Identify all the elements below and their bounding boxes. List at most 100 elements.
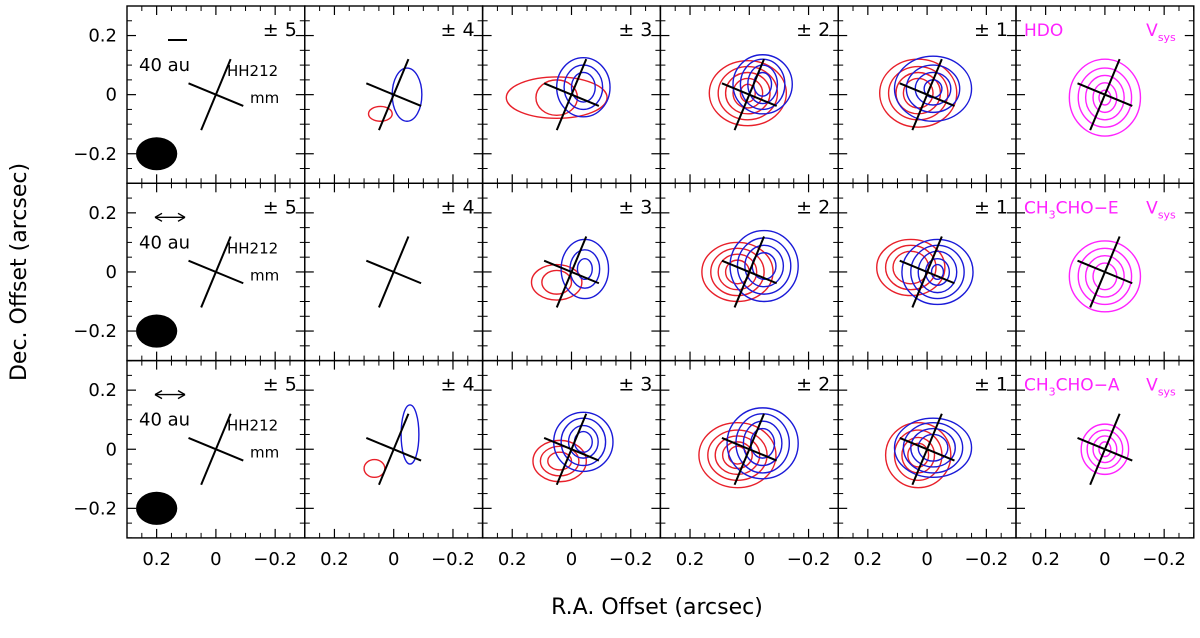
scale-arrow-head-left [154, 389, 163, 400]
source-label-name: HH212 [227, 417, 278, 435]
x-tick-label: −0.2 [787, 549, 831, 570]
contour-red-r1-c2-0-0 [530, 263, 583, 301]
x-tick-label: 0.2 [142, 549, 171, 570]
disk-axis-line [899, 437, 955, 462]
x-tick-label: −0.2 [609, 549, 653, 570]
disk-axis-line [1077, 82, 1133, 107]
disk-axis-line [188, 259, 244, 285]
molecule-subscript: 3 [1049, 208, 1056, 221]
contour-blue-r2-c3-0-2 [742, 420, 783, 467]
molecule-part: CHO−E [1056, 198, 1119, 218]
disk-axis-line [899, 82, 955, 107]
contour-blue-r0-c4-0-1 [905, 64, 961, 114]
velocity-label: ± 2 [796, 19, 830, 41]
contour-mag-r0-c5-0-2 [1084, 74, 1125, 121]
contour-mag-r2-c5-0-0 [1080, 423, 1130, 476]
panel-r1-c0: ± 5 40 au HH212 mm [126, 182, 306, 362]
disk-axis-line [721, 437, 778, 462]
velocity-label: ± 3 [618, 196, 652, 218]
x-tick-label: 0 [566, 549, 577, 570]
contour-red-r0-c4-0-1 [887, 65, 949, 121]
contour-red-r2-c4-0-3 [907, 442, 930, 468]
panels-layer: ± 5 40 au HH212 mm 0.2 0 −0.2 ± 4 ± 3 ± 2 ± 1 HDO Vs… [73, 5, 1195, 570]
contour-blue-r2-c1-0-0 [400, 404, 420, 465]
x-tick-label: 0.2 [498, 549, 527, 570]
contour-mag-r2-c5-0-3 [1098, 441, 1112, 458]
disk-axis-line [721, 259, 778, 285]
panel-r2-c0: ± 5 40 au HH212 mm [126, 359, 306, 539]
contour-blue-r0-c3-0-0 [732, 54, 793, 115]
molecule-part: CHO−A [1056, 376, 1120, 396]
contour-blue-r0-c2-0-1 [563, 64, 604, 111]
contour-red-r1-c3-0-2 [717, 253, 758, 291]
contour-blue-r0-c3-0-1 [739, 58, 786, 111]
x-tick-label: −0.2 [253, 549, 297, 570]
panel-r2-c4: ± 1 [837, 359, 1017, 539]
molecule-label: HDO [1024, 21, 1063, 41]
vsys-subscript: sys [1158, 386, 1176, 399]
disk-axis-line [721, 82, 778, 107]
source-label-name: HH212 [227, 62, 278, 80]
contour-mag-r2-c5-0-1 [1086, 429, 1124, 470]
contour-red-r0-c3-0-2 [724, 71, 771, 115]
contour-mag-r1-c5-0-2 [1084, 254, 1125, 298]
y-tick-label: 0.2 [88, 203, 117, 224]
contour-red-r1-c4-0-0 [876, 238, 946, 297]
beam-ellipse [136, 314, 178, 348]
y-tick-label: 0.2 [88, 380, 117, 401]
contour-blue-r2-c3-0-0 [726, 407, 799, 480]
panel-r1-c1: ± 4 [304, 182, 484, 362]
velocity-label: ± 5 [263, 374, 297, 396]
velocity-label: ± 1 [974, 374, 1008, 396]
contour-red-r2-c3-0-0 [698, 421, 777, 489]
velocity-label: ± 1 [974, 19, 1008, 41]
x-tick-label: 0 [744, 549, 755, 570]
contour-blue-r2-c4-0-0 [893, 417, 973, 479]
disk-axis-line [899, 259, 955, 285]
velocity-label: ± 4 [441, 374, 475, 396]
vsys-main: V [1146, 21, 1158, 41]
y-tick-label: −0.2 [73, 321, 117, 342]
contour-blue-r2-c2-0-2 [567, 424, 599, 459]
contour-red-r1-c3-0-1 [710, 247, 765, 297]
scale-label: 40 au [139, 232, 190, 253]
contour-mag-r1-c5-0-0 [1068, 240, 1142, 313]
disk-axis-line [1077, 437, 1133, 462]
x-tick-label: 0 [1099, 549, 1110, 570]
beam-ellipse [136, 137, 178, 171]
y-tick-label: 0 [106, 262, 117, 283]
panel-r1-c5: CH3CHO−E Vsys [1015, 182, 1195, 362]
molecule-label: CH3CHO−E [1024, 198, 1119, 221]
contour-red-r1-c4-0-1 [884, 244, 937, 291]
contour-blue-r1-c2-0-0 [560, 238, 610, 300]
contour-blue-r1-c2-0-1 [569, 249, 601, 289]
contour-blue-r2-c4-0-2 [910, 427, 956, 468]
velocity-label: ± 3 [618, 19, 652, 41]
panel-r0-c4: ± 1 [837, 5, 1017, 185]
disk-axis-line [365, 82, 422, 107]
scale-arrow-head-right [177, 389, 186, 400]
velocity-label: ± 5 [263, 19, 297, 41]
contour-red-r2-c2-0-0 [532, 439, 588, 483]
molecule-subscript: 3 [1049, 386, 1056, 399]
contour-mag-r2-c5-0-2 [1092, 435, 1118, 464]
molecule-part: CH [1024, 376, 1049, 396]
x-tick-label: 0 [921, 549, 932, 570]
contour-blue-r1-c4-0-2 [917, 250, 958, 294]
panel-r1-c3: ± 2 [659, 182, 839, 362]
y-tick-label: 0 [106, 439, 117, 460]
contour-red-r1-c2-0-1 [541, 269, 573, 295]
x-tick-label: −0.2 [965, 549, 1009, 570]
source-label-mm: mm [250, 89, 279, 107]
contour-blue-r1-c4-0-4 [930, 263, 945, 281]
vsys-subscript: sys [1158, 208, 1176, 221]
x-tick-label: −0.2 [1142, 549, 1186, 570]
x-tick-label: 0.2 [320, 549, 349, 570]
disk-axis-line [188, 82, 244, 107]
velocity-label: ± 2 [796, 196, 830, 218]
vsys-label: Vsys [1146, 376, 1176, 399]
source-label-mm: mm [250, 266, 279, 284]
disk-axis-line [188, 437, 244, 462]
scale-arrow-head-right [177, 212, 186, 222]
